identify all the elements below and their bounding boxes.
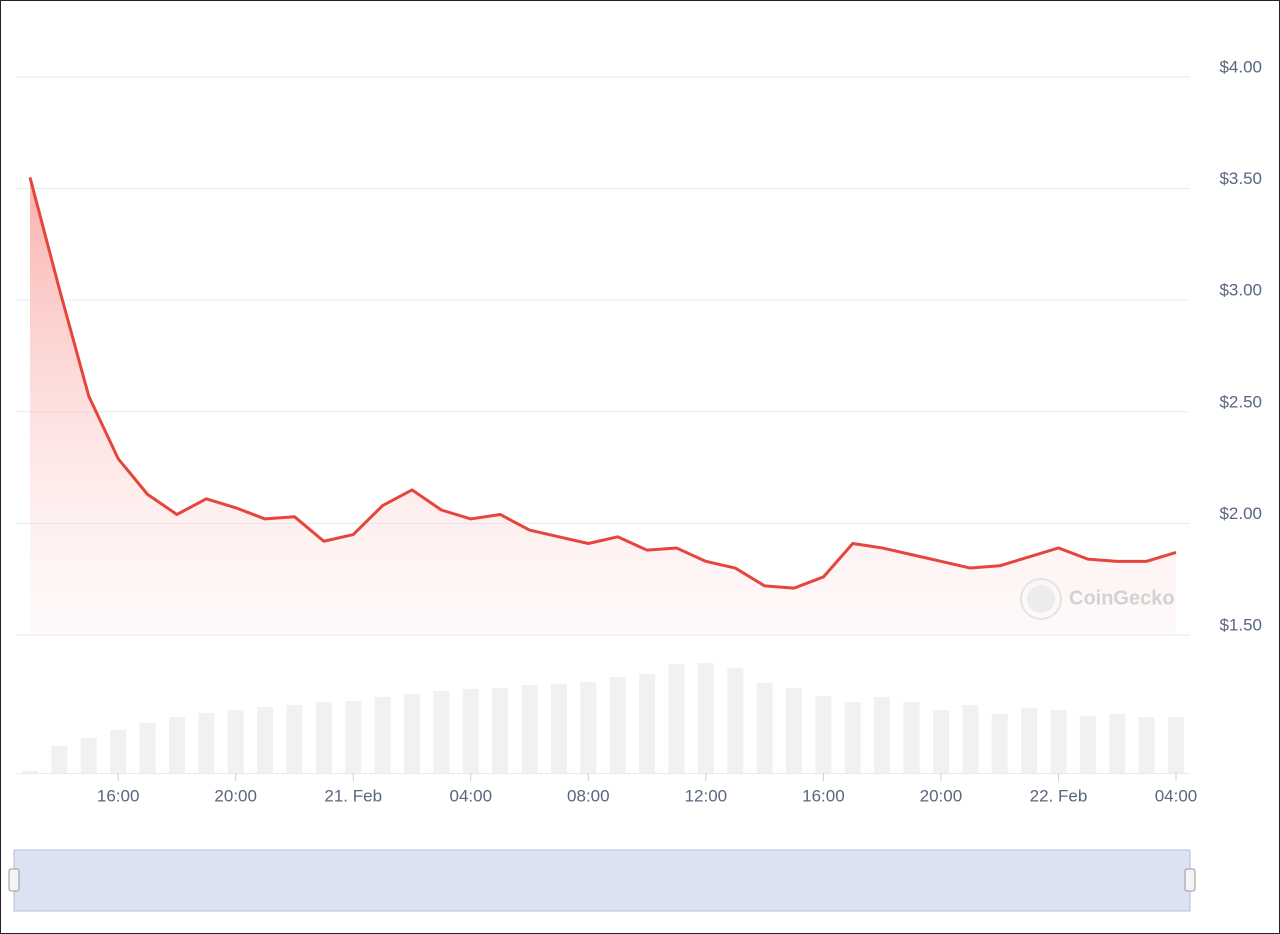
y-tick-label: $3.00 [1219,281,1262,300]
volume-bar [844,702,861,773]
area-fill [30,177,1176,636]
volume-bar [756,683,773,773]
y-tick-label: $2.00 [1219,504,1262,523]
volume-bar [1079,716,1096,773]
navigator-window[interactable] [13,849,1191,912]
volume-bar [286,705,303,773]
volume-bar [962,705,979,773]
volume-bar [815,696,832,773]
x-tick-label: 04:00 [1155,786,1198,805]
x-tick-label: 16:00 [802,786,845,805]
x-tick-label: 21. Feb [324,786,382,805]
x-tick-label: 04:00 [449,786,492,805]
y-tick-label: $3.50 [1219,169,1262,188]
navigator-handle[interactable] [8,868,20,892]
volume-bar [168,717,185,773]
volume-bar [903,702,920,773]
watermark: CoinGecko [1020,578,1175,620]
volume-bar [110,730,127,773]
volume-bar [315,702,332,773]
volume-bar [521,685,538,773]
x-tick-label: 20:00 [214,786,257,805]
volume-bar [51,746,68,773]
x-tick-label: 22. Feb [1030,786,1088,805]
volume-bar [609,677,626,773]
y-tick-label: $4.00 [1219,57,1262,76]
volume-bar [786,688,802,773]
x-tick-label: 08:00 [567,786,610,805]
volume-bar [991,714,1008,773]
volume-bar [697,663,714,773]
volume-bar [345,701,362,773]
volume-bar [1168,717,1184,773]
volume-bar [1021,708,1038,773]
volume-bar [580,682,597,773]
watermark-logo-inner [1027,585,1055,613]
volume-bar [932,710,949,773]
volume-bar [668,664,685,773]
watermark-text: CoinGecko [1069,587,1175,609]
volume-bar [139,723,156,773]
volume-bar [639,674,656,773]
volume-bar [257,707,274,773]
volume-bar [22,771,38,773]
watermark-logo [1020,578,1062,620]
volume-bar [550,684,567,773]
x-tick-label: 20:00 [920,786,963,805]
price-line [28,177,1177,590]
volume-bar [1109,714,1126,773]
volume-bar [874,697,891,773]
x-tick-label: 16:00 [97,786,140,805]
volume-bar [80,738,97,773]
y-tick-label: $2.50 [1219,392,1262,411]
volume-bar [404,694,420,773]
navigator-handle[interactable] [1184,868,1196,892]
volume-bar [433,691,450,773]
volume-bar [727,668,744,773]
volume-bar [198,713,215,773]
volume-bar [1138,717,1155,773]
volume-bar [227,710,244,773]
volume-bar [462,689,479,773]
x-tick-label: 12:00 [685,786,728,805]
volume-bar [374,697,391,773]
volume-bar [1050,710,1067,773]
volume-bar [492,688,509,773]
y-tick-label: $1.50 [1219,615,1262,634]
